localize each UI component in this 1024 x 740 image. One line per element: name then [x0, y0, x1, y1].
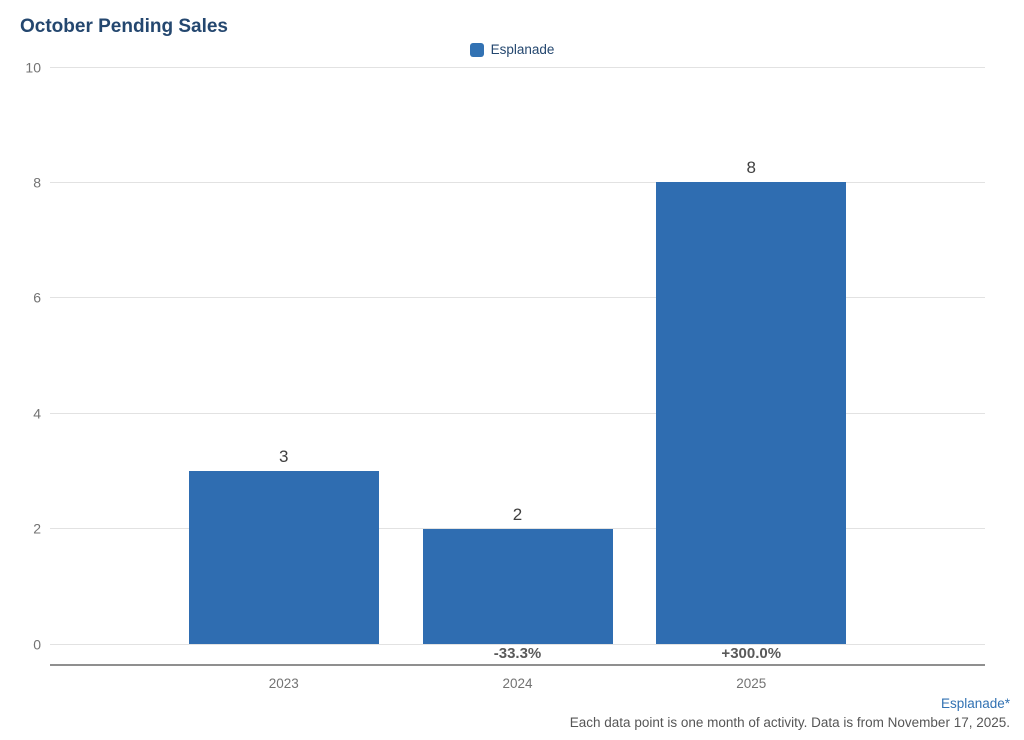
gridline-y-0: 0 — [33, 636, 985, 652]
legend: Esplanade — [0, 42, 1024, 57]
footer-note: Each data point is one month of activity… — [569, 715, 1010, 730]
bar-2024[interactable]: 2 — [422, 505, 613, 644]
y-axis-tick-label: 8 — [33, 174, 41, 191]
x-axis-tick-label-2024: 2024 — [502, 676, 533, 691]
bar-value-label-2023: 3 — [279, 446, 289, 466]
bar-2023[interactable]: 3 — [188, 447, 379, 644]
legend-label: Esplanade — [490, 42, 555, 57]
legend-item-esplanade[interactable]: Esplanade — [469, 42, 555, 57]
y-axis-tick-label: 0 — [33, 636, 41, 653]
gridline-y-8: 8 — [33, 175, 985, 191]
bar-value-label-2025: 8 — [746, 158, 756, 178]
x-axis-tick-label-2023: 2023 — [268, 676, 299, 691]
change-label-2025: +300.0% — [721, 645, 782, 662]
gridline-y-2: 2 — [33, 521, 985, 537]
x-axis-labels-row: 2023 2024 2025 — [50, 676, 985, 694]
change-label-2024: -33.3% — [493, 645, 542, 662]
bar-value-label-2024: 2 — [512, 504, 523, 524]
change-labels-row: -33.3% +300.0% — [50, 645, 985, 665]
chart-title: October Pending Sales — [20, 16, 228, 37]
plot-area: 10 8 6 4 2 0 3 2 8 — [25, 59, 985, 652]
y-axis-tick-label: 6 — [33, 289, 41, 306]
x-axis-line — [50, 664, 985, 666]
x-axis-tick-label-2025: 2025 — [736, 676, 767, 691]
footer-source-link[interactable]: Esplanade* — [940, 696, 1010, 711]
gridline-y-4: 4 — [33, 405, 985, 421]
gridline-y-6: 6 — [33, 290, 985, 306]
y-axis-tick-label: 10 — [25, 59, 41, 76]
legend-swatch-icon — [469, 42, 484, 57]
bar-2025[interactable]: 8 — [656, 158, 847, 644]
y-axis-tick-label: 2 — [33, 520, 41, 537]
y-axis-tick-label: 4 — [33, 405, 41, 422]
gridline-y-10: 10 — [25, 59, 985, 75]
